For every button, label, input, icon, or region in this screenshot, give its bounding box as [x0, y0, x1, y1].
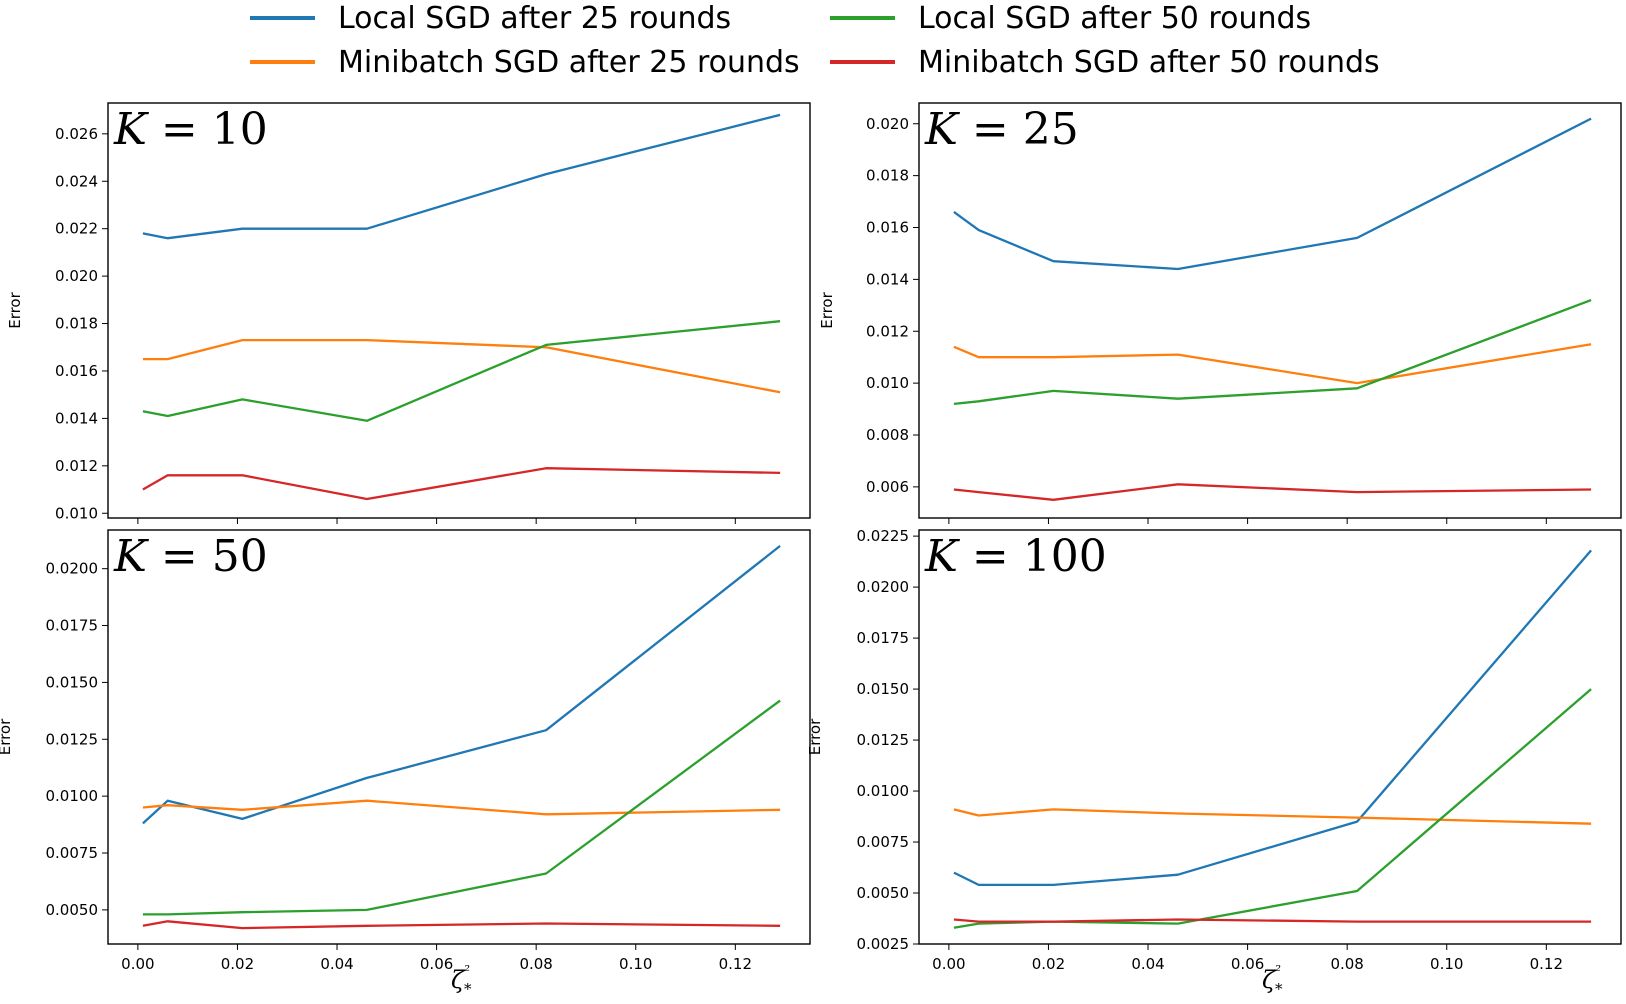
y-tick-label: 0.0225 [857, 527, 910, 545]
y-tick-label: 0.0175 [857, 629, 910, 647]
series-line-local-25 [142, 113, 781, 240]
y-tick-label: 0.010 [866, 374, 909, 392]
y-axis-label: Error [806, 718, 824, 755]
y-tick-label: 0.0075 [857, 833, 910, 851]
series-line-minibatch-50 [142, 920, 781, 930]
panel-k25: 0.006 0.008 0.010 0.012 0.014 0.016 0.018 0.020… [818, 102, 1622, 524]
series-line-local-50 [953, 299, 1592, 406]
panel-k50: 0.0050 0.0075 0.0100 0.0125 0.0150 0.0175 0.02… [0, 529, 811, 998]
y-tick-label: 0.014 [866, 270, 909, 288]
series-line-minibatch-25 [953, 343, 1592, 385]
x-tick-label: 0.08 [1330, 955, 1363, 973]
y-tick-label: 0.018 [866, 167, 909, 185]
y-tick-label: 0.0025 [857, 935, 910, 953]
y-tick-label: 0.0075 [46, 844, 99, 862]
x-axis-label-subscript: * [464, 980, 472, 998]
series-line-minibatch-50 [953, 918, 1592, 923]
legend-entry-3: Minibatch SGD after 50 rounds [830, 45, 1380, 80]
legend-label: Minibatch SGD after 50 rounds [918, 45, 1380, 80]
y-tick-label: 0.0100 [857, 782, 910, 800]
x-tick-label: 0.02 [1032, 955, 1065, 973]
y-tick-label: 0.012 [866, 322, 909, 340]
x-axis-label: ζ [451, 966, 466, 994]
y-tick-label: 0.0175 [46, 617, 99, 635]
panel-k100: 0.0025 0.0050 0.0075 0.0100 0.0125 0.0150 0.01… [806, 527, 1622, 998]
legend-label: Minibatch SGD after 25 rounds [338, 45, 800, 80]
y-tick-label: 0.018 [55, 315, 98, 333]
y-tick-label: 0.0200 [46, 560, 99, 578]
legend-entry-1: Local SGD after 50 rounds [830, 1, 1311, 36]
series-line-local-25 [142, 544, 781, 825]
x-tick-label: 0.12 [719, 955, 752, 973]
legend: Local SGD after 25 rounds Local SGD afte… [250, 1, 1380, 80]
x-tick-label: 0.08 [519, 955, 552, 973]
legend-label: Local SGD after 25 rounds [338, 1, 731, 36]
plot-frame [918, 102, 1622, 519]
series-line-local-50 [142, 699, 781, 916]
y-tick-label: 0.0125 [46, 730, 99, 748]
y-tick-label: 0.016 [866, 219, 909, 237]
y-tick-label: 0.020 [55, 267, 98, 285]
legend-label: Local SGD after 50 rounds [918, 1, 1311, 36]
x-tick-label: 0.06 [420, 955, 453, 973]
x-axis-label-subscript: * [1275, 980, 1283, 998]
x-tick-label: 0.12 [1530, 955, 1563, 973]
y-axis-label: Error [6, 291, 24, 328]
y-tick-label: 0.0050 [857, 884, 910, 902]
y-tick-label: 0.0200 [857, 578, 910, 596]
y-axis-label: Error [0, 718, 14, 755]
panel-k-label: K = 25 [924, 104, 1079, 155]
y-tick-label: 0.0125 [857, 731, 910, 749]
series-line-local-50 [142, 320, 781, 422]
x-tick-label: 0.10 [619, 955, 652, 973]
series-line-minibatch-25 [953, 808, 1592, 825]
y-tick-label: 0.012 [55, 457, 98, 475]
y-tick-label: 0.0150 [46, 673, 99, 691]
panel-k-label: K = 100 [924, 531, 1107, 582]
y-tick-label: 0.014 [55, 409, 98, 427]
x-tick-label: 0.00 [932, 955, 965, 973]
series-line-minibatch-50 [953, 483, 1592, 501]
y-tick-label: 0.020 [866, 115, 909, 133]
plot-frame [918, 529, 1622, 945]
panel-k-label: K = 50 [113, 531, 268, 582]
legend-entry-2: Minibatch SGD after 25 rounds [250, 45, 800, 80]
y-tick-label: 0.0150 [857, 680, 910, 698]
y-tick-label: 0.0050 [46, 901, 99, 919]
x-axis-label-superscript: ² [464, 962, 470, 980]
y-tick-label: 0.026 [55, 125, 98, 143]
y-axis-label: Error [818, 291, 836, 328]
x-tick-label: 0.00 [121, 955, 154, 973]
plot-frame [107, 529, 811, 945]
y-tick-label: 0.0100 [46, 787, 99, 805]
x-tick-label: 0.10 [1430, 955, 1463, 973]
y-tick-label: 0.024 [55, 172, 98, 190]
series-line-local-25 [953, 117, 1592, 271]
series-line-minibatch-25 [142, 338, 781, 394]
plot-frame [107, 102, 811, 519]
y-tick-label: 0.008 [866, 426, 909, 444]
x-axis-label-superscript: ² [1275, 962, 1281, 980]
series-line-local-50 [953, 688, 1592, 929]
panel-k-label: K = 10 [113, 104, 268, 155]
y-tick-label: 0.006 [866, 478, 909, 496]
y-tick-label: 0.010 [55, 504, 98, 522]
x-axis-label: ζ [1262, 966, 1277, 994]
series-line-local-25 [953, 549, 1592, 887]
series-line-minibatch-50 [142, 467, 781, 501]
y-tick-label: 0.022 [55, 220, 98, 238]
y-tick-label: 0.016 [55, 362, 98, 380]
x-tick-label: 0.02 [221, 955, 254, 973]
panel-k10: 0.010 0.012 0.014 0.016 0.018 0.020 0.022 0.024… [6, 102, 811, 524]
x-tick-label: 0.04 [320, 955, 353, 973]
legend-entry-0: Local SGD after 25 rounds [250, 1, 731, 36]
x-tick-label: 0.04 [1131, 955, 1164, 973]
series-line-minibatch-25 [142, 799, 781, 816]
x-tick-label: 0.06 [1231, 955, 1264, 973]
